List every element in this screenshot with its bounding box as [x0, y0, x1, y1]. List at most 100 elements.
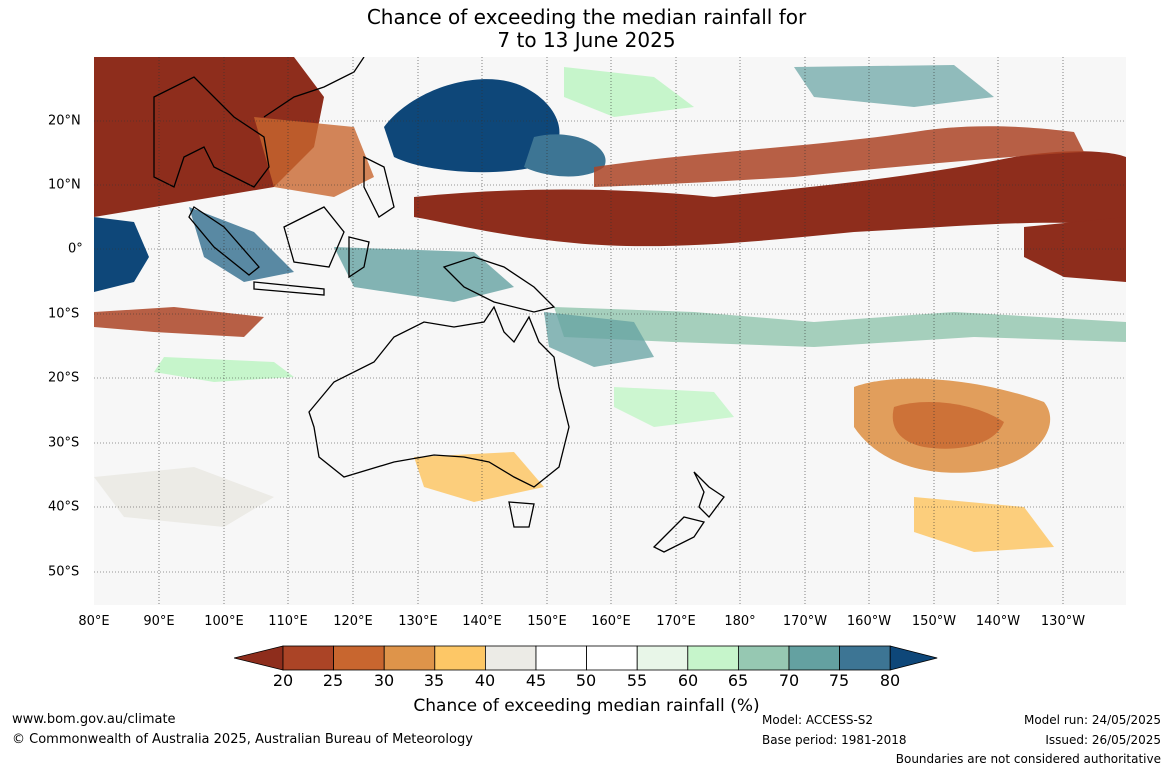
model-run-text: Model run: 24/05/2025 [1023, 713, 1161, 727]
coastline-borneo [283, 206, 345, 268]
dry-region-se-asia-edge [254, 117, 374, 197]
colorbar-cell [484, 645, 537, 671]
wet-region-philippine-sea-edge [524, 134, 606, 177]
colorbar-cell [737, 645, 790, 671]
coastline-new-zealand-north [693, 471, 725, 518]
wet-region-maritime-continent [189, 207, 294, 282]
coastline-australia [308, 305, 570, 488]
colorbar-arrow-high [889, 645, 938, 671]
coastline-china [263, 57, 365, 118]
dry-band-north-pacific [414, 151, 1126, 247]
colorbar-cell [535, 645, 587, 671]
wet-region-philippine-sea [384, 79, 560, 173]
lon-label-90e: 90°E [143, 614, 175, 629]
colorbar-cell [586, 645, 638, 671]
map-svg [94, 57, 1126, 605]
wet-region-indian-ocean-eq [94, 217, 149, 292]
colorbar-tick-45: 45 [525, 671, 547, 690]
coastline-new-zealand-south [652, 516, 706, 553]
rainfall-probability-map [94, 57, 1126, 605]
lat-label-30s: 30°S [48, 435, 80, 451]
lon-label-140w: 140°W [975, 614, 1021, 629]
coastline-tasmania [508, 501, 535, 528]
dry-band-south-indian [94, 307, 264, 337]
lat-label-10s: 10°S [48, 306, 80, 322]
colorbar-cell [282, 645, 334, 671]
model-text: Model: ACCESS-S2 [762, 713, 874, 727]
lat-label-40s: 40°S [48, 499, 80, 515]
wet-region-coral-sea [544, 312, 654, 367]
colorbar-cell [383, 645, 436, 671]
copyright-text: © Commonwealth of Australia 2025, Austra… [12, 732, 473, 747]
coastline-indochina [153, 76, 270, 188]
dry-region-southeast-pacific-core [892, 402, 1004, 449]
colorbar-cells [234, 645, 938, 671]
lon-label-140e: 140°E [462, 614, 502, 629]
colorbar [234, 645, 938, 671]
rainfall-anomaly-fields [94, 57, 1126, 552]
website-text: www.bom.gov.au/climate [12, 712, 176, 727]
lon-label-150e: 150°E [527, 614, 567, 629]
lon-label-170w: 170°W [782, 614, 828, 629]
coastline-sulawesi [348, 236, 370, 279]
graticule [94, 57, 1126, 605]
colorbar-tick-65: 65 [727, 671, 749, 690]
colorbar-tick-75: 75 [828, 671, 850, 690]
dry-region-se-asia [94, 57, 324, 217]
lon-label-160e: 160°E [591, 614, 631, 629]
lon-label-180: 180° [724, 614, 756, 629]
lon-label-120e: 120°E [333, 614, 373, 629]
coastline-sumatra [188, 206, 260, 276]
colorbar-cell [788, 645, 840, 671]
chart-title-line-1: Chance of exceeding the median rainfall … [366, 5, 807, 29]
coastlines [153, 57, 725, 553]
boundaries-note-text: Boundaries are not considered authoritat… [895, 752, 1161, 766]
colorbar-cell [636, 645, 689, 671]
colorbar-cell [434, 645, 486, 671]
colorbar-title: Chance of exceeding median rainfall (%) [413, 696, 760, 716]
wet-region-banda-sea [334, 247, 514, 302]
lat-label-20n: 20°N [48, 113, 81, 129]
wet-band-south-pacific [554, 307, 1126, 347]
lon-label-170e: 170°E [656, 614, 696, 629]
orange-patches-south [914, 497, 1054, 552]
colorbar-tick-55: 55 [626, 671, 648, 690]
colorbar-tick-80: 80 [879, 671, 901, 690]
wet-patches-northeast [794, 65, 994, 107]
lon-label-130e: 130°E [398, 614, 438, 629]
dry-region-equatorial-east [1024, 217, 1126, 282]
green-patches-south [614, 387, 734, 427]
colorbar-tick-60: 60 [677, 671, 699, 690]
grey-patches [94, 467, 274, 527]
base-period-text: Base period: 1981-2018 [762, 733, 907, 747]
coastline-new-guinea [442, 256, 556, 313]
chart-title-line-2: 7 to 13 June 2025 [497, 28, 676, 52]
colorbar-tick-35: 35 [423, 671, 445, 690]
coastline-philippines [363, 155, 395, 218]
lat-label-0: 0° [68, 241, 83, 257]
lon-label-150w: 150°W [911, 614, 957, 629]
lat-label-50s: 50°S [48, 564, 80, 580]
coastline-java [253, 281, 325, 296]
colorbar-cell [839, 645, 891, 671]
colorbar-cell [333, 645, 385, 671]
colorbar-cell [687, 645, 739, 671]
lon-label-130w: 130°W [1040, 614, 1086, 629]
issued-text: Issued: 26/05/2025 [1045, 733, 1161, 747]
colorbar-tick-20: 20 [272, 671, 294, 690]
colorbar-tick-70: 70 [778, 671, 800, 690]
colorbar-arrow-low [234, 645, 284, 671]
colorbar-tick-50: 50 [575, 671, 597, 690]
lon-label-160w: 160°W [846, 614, 892, 629]
lon-label-100e: 100°E [204, 614, 244, 629]
colorbar-tick-40: 40 [474, 671, 496, 690]
colorbar-tick-30: 30 [373, 671, 395, 690]
lat-label-20s: 20°S [48, 370, 80, 386]
dry-band-central-pacific [594, 126, 1084, 187]
lon-label-110e: 110°E [268, 614, 308, 629]
green-patches-north [564, 67, 694, 117]
colorbar-tick-25: 25 [322, 671, 344, 690]
lon-label-80e: 80°E [78, 614, 110, 629]
lat-label-10n: 10°N [48, 177, 81, 193]
orange-patches-tasman [414, 452, 544, 502]
